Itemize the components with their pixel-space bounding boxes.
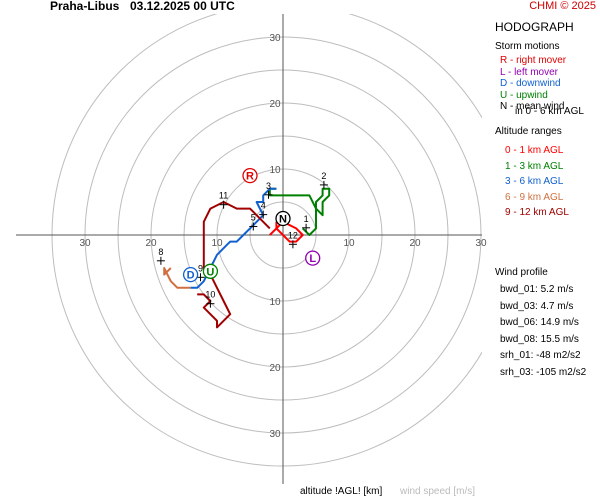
station-name: Praha-Libus [50,0,120,13]
wind-profile-item-2: bwd_06: 14.9 m/s [500,317,579,328]
wind-profile-item-1: bwd_03: 4.7 m/s [500,300,574,312]
altitude-range-item-4: 9 - 12 km AGL [505,207,569,218]
height-label: 4 [261,201,266,211]
speed-footer-label: wind speed [m/s] [400,486,476,497]
altitude-range-item-2: 3 - 6 km AGL [505,176,564,187]
storm-marker-label: U [206,266,214,278]
altitude-ranges-heading: Altitude ranges [495,126,562,137]
ring-label-top: 10 [269,165,281,176]
storm-marker-L [305,250,321,266]
hodograph-segment-1 [268,187,331,236]
sounding-datetime: 03.12.2025 00 UTC [130,0,235,13]
altitude-footer-label: altitude !AGL! [km] [300,486,383,497]
wind-profile-heading: Wind profile [495,267,548,278]
storm-motion-item-2: D - downwind [500,78,561,89]
storm-motion-item-1: L - left mover [500,66,558,78]
height-label: 1 [304,214,309,224]
height-label: 3 [266,181,271,191]
storm-marker-label: N [279,214,287,226]
altitude-range-item-1: 1 - 3 km AGL [505,160,564,172]
height-label: 2 [321,171,326,181]
storm-motions-heading: Storm motions [495,41,560,52]
panel-title: HODOGRAPH [495,20,574,34]
height-label: 10 [205,290,215,300]
height-label: 11 [219,191,228,201]
altitude-range-item-0: 0 - 1 km AGL [505,145,564,156]
height-label: 5 [251,212,256,222]
storm-motion-item-0: R - right mover [500,55,567,66]
ring-label-bottom: 20 [269,363,281,374]
ring-label-top: 30 [269,33,281,44]
ring-label-left: 30 [79,238,91,249]
height-label: 12 [288,230,298,240]
storm-marker-R [242,167,258,184]
storm-marker-D [182,266,199,283]
wind-profile-item-0: bwd_01: 5.2 m/s [500,284,574,295]
ring-label-bottom: 10 [269,297,281,308]
hodograph-segment-3 [163,267,191,289]
ring-label-top: 20 [269,99,281,110]
storm-marker-label: R [246,171,254,183]
ring-label-right: 30 [475,238,487,249]
ring-label-right: 10 [343,238,355,249]
storm-marker-U [202,263,219,279]
ring-label-bottom: 30 [269,429,281,440]
ring-label-left: 20 [145,238,157,249]
srh-item-0: srh_01: -48 m2/s2 [500,350,581,361]
storm-motion-item-4: N - mean wind [500,101,565,112]
height-label: 9 [198,263,203,273]
copyright: CHMI © 2025 [529,0,596,12]
height-label: 8 [158,247,163,257]
storm-motion-item-3: U - upwind [500,89,548,101]
storm-marker-label: D [187,270,195,282]
ring-label-left: 10 [211,238,223,249]
storm-motions-note: in 0 - 6 km AGL [515,106,584,117]
srh-item-1: srh_03: -105 m2/s2 [500,366,587,378]
storm-marker-label: L [309,253,316,265]
altitude-range-item-3: 6 - 9 km AGL [505,191,564,203]
storm-marker-N [275,210,291,227]
ring-label-right: 20 [409,238,421,249]
wind-profile-item-3: bwd_08: 15.5 m/s [500,333,579,345]
